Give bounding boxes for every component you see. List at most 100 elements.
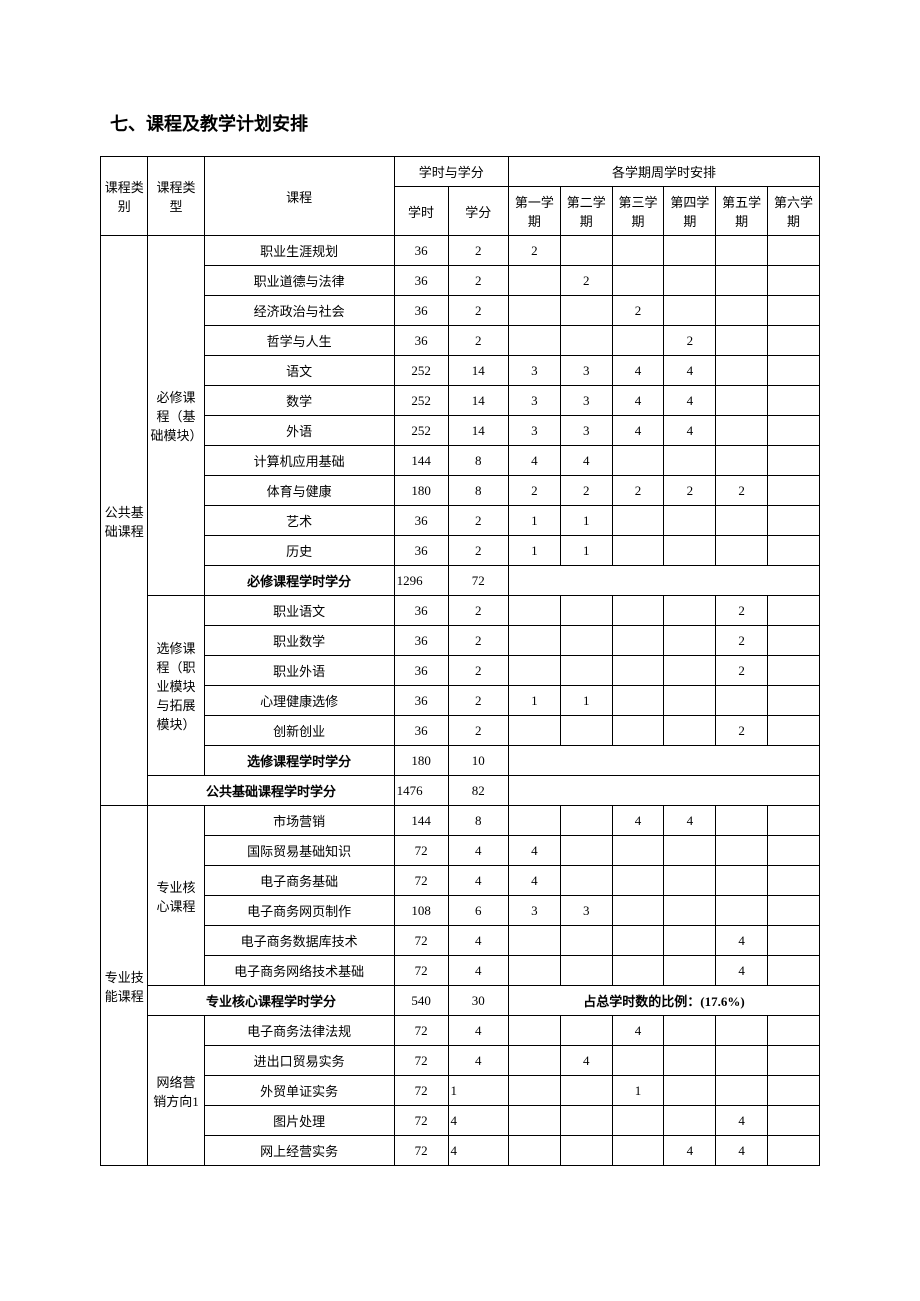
cell bbox=[509, 1076, 561, 1106]
cell bbox=[768, 716, 820, 746]
cell: 1 bbox=[560, 536, 612, 566]
cell: 4 bbox=[716, 926, 768, 956]
hdr-hours: 学时 bbox=[394, 187, 448, 236]
header-row-1: 课程类别 课程类型 课程 学时与学分 各学期周学时安排 bbox=[101, 157, 820, 187]
table-row: 体育与健康 1808 22222 bbox=[101, 476, 820, 506]
cell bbox=[560, 1136, 612, 1166]
cell bbox=[664, 926, 716, 956]
cell bbox=[768, 1106, 820, 1136]
cell bbox=[612, 896, 664, 926]
cell: 4 bbox=[448, 866, 508, 896]
hdr-sem4: 第四学期 bbox=[664, 187, 716, 236]
course-name: 电子商务数据库技术 bbox=[204, 926, 394, 956]
cell: 14 bbox=[448, 416, 508, 446]
cell bbox=[509, 626, 561, 656]
cell: 1476 bbox=[394, 776, 448, 806]
cell bbox=[509, 1016, 561, 1046]
cell bbox=[664, 446, 716, 476]
course-name: 网上经营实务 bbox=[204, 1136, 394, 1166]
cell: 72 bbox=[394, 1136, 448, 1166]
course-name: 数学 bbox=[204, 386, 394, 416]
cell: 144 bbox=[394, 446, 448, 476]
cell: 2 bbox=[448, 686, 508, 716]
table-row: 选修课程（职业模块与拓展模块） 职业语文 362 2 bbox=[101, 596, 820, 626]
cell bbox=[612, 716, 664, 746]
subtotal-label: 专业核心课程学时学分 bbox=[148, 986, 394, 1016]
cell bbox=[716, 386, 768, 416]
table-row: 艺术 362 11 bbox=[101, 506, 820, 536]
table-row: 电子商务网络技术基础 724 4 bbox=[101, 956, 820, 986]
hdr-sem5: 第五学期 bbox=[716, 187, 768, 236]
cell bbox=[664, 956, 716, 986]
cell bbox=[716, 866, 768, 896]
cell bbox=[509, 776, 820, 806]
cell: 2 bbox=[448, 536, 508, 566]
course-name: 艺术 bbox=[204, 506, 394, 536]
cell: 4 bbox=[612, 1016, 664, 1046]
curriculum-table: 课程类别 课程类型 课程 学时与学分 各学期周学时安排 学时 学分 第一学期 第… bbox=[100, 156, 820, 1166]
cell bbox=[612, 866, 664, 896]
cell bbox=[612, 686, 664, 716]
cell bbox=[716, 896, 768, 926]
cell bbox=[560, 716, 612, 746]
cell: 4 bbox=[448, 836, 508, 866]
cell: 10 bbox=[448, 746, 508, 776]
cell: 36 bbox=[394, 626, 448, 656]
course-name: 创新创业 bbox=[204, 716, 394, 746]
cell bbox=[509, 746, 820, 776]
cell bbox=[612, 1046, 664, 1076]
cell bbox=[768, 1076, 820, 1106]
cell bbox=[509, 326, 561, 356]
cell bbox=[768, 686, 820, 716]
cell: 2 bbox=[716, 626, 768, 656]
cell: 108 bbox=[394, 896, 448, 926]
table-row: 历史 362 11 bbox=[101, 536, 820, 566]
cat-public-basic: 公共基础课程 bbox=[101, 236, 148, 806]
cell: 3 bbox=[509, 386, 561, 416]
cell bbox=[768, 806, 820, 836]
course-name: 进出口贸易实务 bbox=[204, 1046, 394, 1076]
cell bbox=[612, 266, 664, 296]
cell bbox=[768, 446, 820, 476]
cell: 2 bbox=[716, 596, 768, 626]
table-row: 进出口贸易实务 724 4 bbox=[101, 1046, 820, 1076]
type-direction: 网络营销方向1 bbox=[148, 1016, 204, 1166]
cell: 2 bbox=[716, 656, 768, 686]
cell bbox=[664, 896, 716, 926]
cell bbox=[664, 236, 716, 266]
cell bbox=[612, 446, 664, 476]
cell bbox=[560, 236, 612, 266]
cell bbox=[768, 266, 820, 296]
subtotal-row: 公共基础课程学时学分 1476 82 bbox=[101, 776, 820, 806]
cell: 180 bbox=[394, 476, 448, 506]
cell bbox=[664, 626, 716, 656]
cell: 36 bbox=[394, 656, 448, 686]
course-name: 职业生涯规划 bbox=[204, 236, 394, 266]
cell bbox=[612, 836, 664, 866]
cell: 72 bbox=[394, 926, 448, 956]
cell: 1 bbox=[509, 536, 561, 566]
hdr-sem6: 第六学期 bbox=[768, 187, 820, 236]
cell bbox=[768, 296, 820, 326]
cell bbox=[716, 1046, 768, 1076]
cell bbox=[768, 236, 820, 266]
type-elective: 选修课程（职业模块与拓展模块） bbox=[148, 596, 204, 776]
course-name: 哲学与人生 bbox=[204, 326, 394, 356]
cell bbox=[716, 506, 768, 536]
table-row: 公共基础课程 必修课程（基础模块） 职业生涯规划 36 2 2 bbox=[101, 236, 820, 266]
course-name: 心理健康选修 bbox=[204, 686, 394, 716]
subtotal-note: 占总学时数的比例：(17.6%) bbox=[509, 986, 820, 1016]
cell bbox=[509, 596, 561, 626]
table-row: 创新创业 362 2 bbox=[101, 716, 820, 746]
cell bbox=[768, 656, 820, 686]
course-name: 语文 bbox=[204, 356, 394, 386]
cell bbox=[612, 626, 664, 656]
section-title: 七、课程及教学计划安排 bbox=[110, 110, 820, 136]
cell bbox=[768, 536, 820, 566]
cell: 4 bbox=[664, 416, 716, 446]
cell bbox=[716, 806, 768, 836]
cat-pro-skill: 专业技能课程 bbox=[101, 806, 148, 1166]
cell bbox=[768, 506, 820, 536]
cell bbox=[560, 596, 612, 626]
table-row: 专业技能课程 专业核心课程 市场营销 1448 44 bbox=[101, 806, 820, 836]
